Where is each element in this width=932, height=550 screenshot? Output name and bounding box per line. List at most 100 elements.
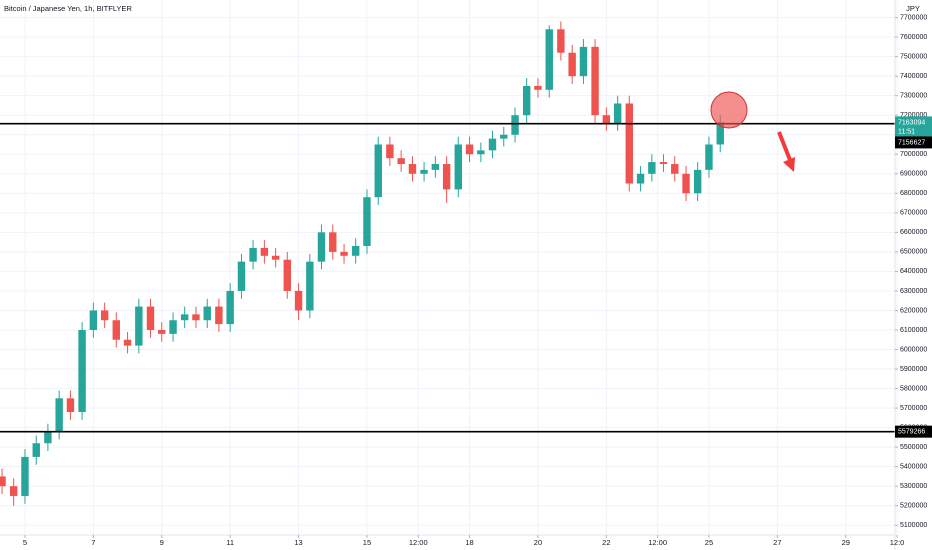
candle-body [682,173,690,194]
candle-body [9,486,18,496]
candle-body [66,398,75,412]
x-tick-label: 22 [602,538,610,547]
candle-body [602,115,611,124]
candle-body [249,247,257,262]
candle-body [465,144,474,155]
y-tick-label: 6300000 [900,288,927,295]
candle-body [454,144,462,190]
candles [0,21,724,506]
y-tick-label: 6400000 [900,268,927,275]
candle-body [180,314,189,321]
candle-body [55,398,63,432]
chart-title: Bitcoin / Japanese Yen, 1h, BITFLYER [4,4,132,13]
candle-body [203,306,211,321]
y-tick-label: 6600000 [900,229,927,236]
candle-body [192,314,200,321]
y-tick-label: 7700000 [900,14,927,21]
candle-body [146,306,155,330]
y-tick-label: 5300000 [900,483,927,490]
x-tick-label: 7 [91,538,95,547]
last-price-box [895,116,932,137]
y-tick-label: 5800000 [900,385,927,392]
candle-body [636,173,645,184]
candle-body [226,290,234,325]
candle-body [374,144,382,198]
x-tick-label: 11 [226,538,234,547]
candle-body [568,52,576,77]
y-tick-label: 5700000 [900,405,927,412]
candle-body [89,310,98,330]
candle-body [557,29,565,53]
x-tick-label: 25 [705,538,713,547]
x-tick-label: 15 [363,538,371,547]
currency-label: JPY [906,4,920,13]
candle-body [100,310,109,321]
countdown-label: 11:51 [898,128,915,135]
y-tick-label: 5100000 [900,522,927,529]
y-tick-label: 7600000 [900,34,927,41]
down-arrow [777,131,795,172]
candle-body [511,115,519,135]
x-tick-label: 12:0 [890,538,905,547]
candle-body [545,29,553,90]
candle-body [488,138,497,151]
candle-body [363,197,371,247]
candle-body [0,476,6,487]
candle-body [21,456,29,496]
y-tick-label: 6100000 [900,327,927,334]
candle-body [271,255,280,260]
candle-body [659,162,668,165]
x-tick-label: 20 [534,538,542,547]
levels [0,122,895,433]
highlight-circle [710,91,748,129]
y-tick-label: 7200000 [900,112,927,119]
level-price-label: 7156627 [898,139,925,146]
y-tick-label: 6200000 [900,307,927,314]
level-price-label: 5579266 [898,429,925,436]
candle-body [78,329,86,412]
candle-body [397,158,405,165]
candle-body [534,85,542,90]
x-tick-label: 12:00 [409,538,428,547]
arrow-shaft [777,131,792,161]
x-tick-label: 27 [773,538,781,547]
candle-body [351,246,360,256]
candle-body [44,431,52,444]
candle-body [408,164,417,174]
y-tick-label: 6800000 [900,190,927,197]
y-tick-label: 7500000 [900,53,927,60]
arrow-head [783,157,795,172]
y-tick-label: 5900000 [900,366,927,373]
y-tick-label: 6000000 [900,346,927,353]
candle-body [215,306,223,325]
candle-body [135,306,143,346]
axes: 5100000 5200000 5300000 5400000 5500000 5 6000… [23,14,932,547]
x-tick-label: 18 [465,538,473,547]
y-tick-label: 5200000 [900,503,927,510]
candle-body [340,251,348,256]
candle-body [477,150,485,155]
x-tick-label: 12:00 [648,538,667,547]
x-tick-label: 13 [294,538,302,547]
level-price-box [895,136,932,149]
y-tick-label: 7400000 [900,73,927,80]
candle-body [500,134,508,139]
candle-body [591,46,599,116]
candle-body [260,247,269,256]
candle-body [522,85,531,116]
candle-body [32,443,40,457]
y-tick-label: 7000000 [900,151,927,158]
level-price-box [895,425,932,438]
candle-body [329,232,337,252]
last-price-label: 7163094 [898,119,925,126]
x-tick-label: 5 [23,538,27,547]
candle-body [317,232,326,262]
candle-body [693,169,702,194]
candle-body [442,164,451,190]
candle-body [306,261,314,311]
y-tick-label: 5400000 [900,464,927,471]
candle-body [158,329,166,334]
candle-body [386,144,394,159]
